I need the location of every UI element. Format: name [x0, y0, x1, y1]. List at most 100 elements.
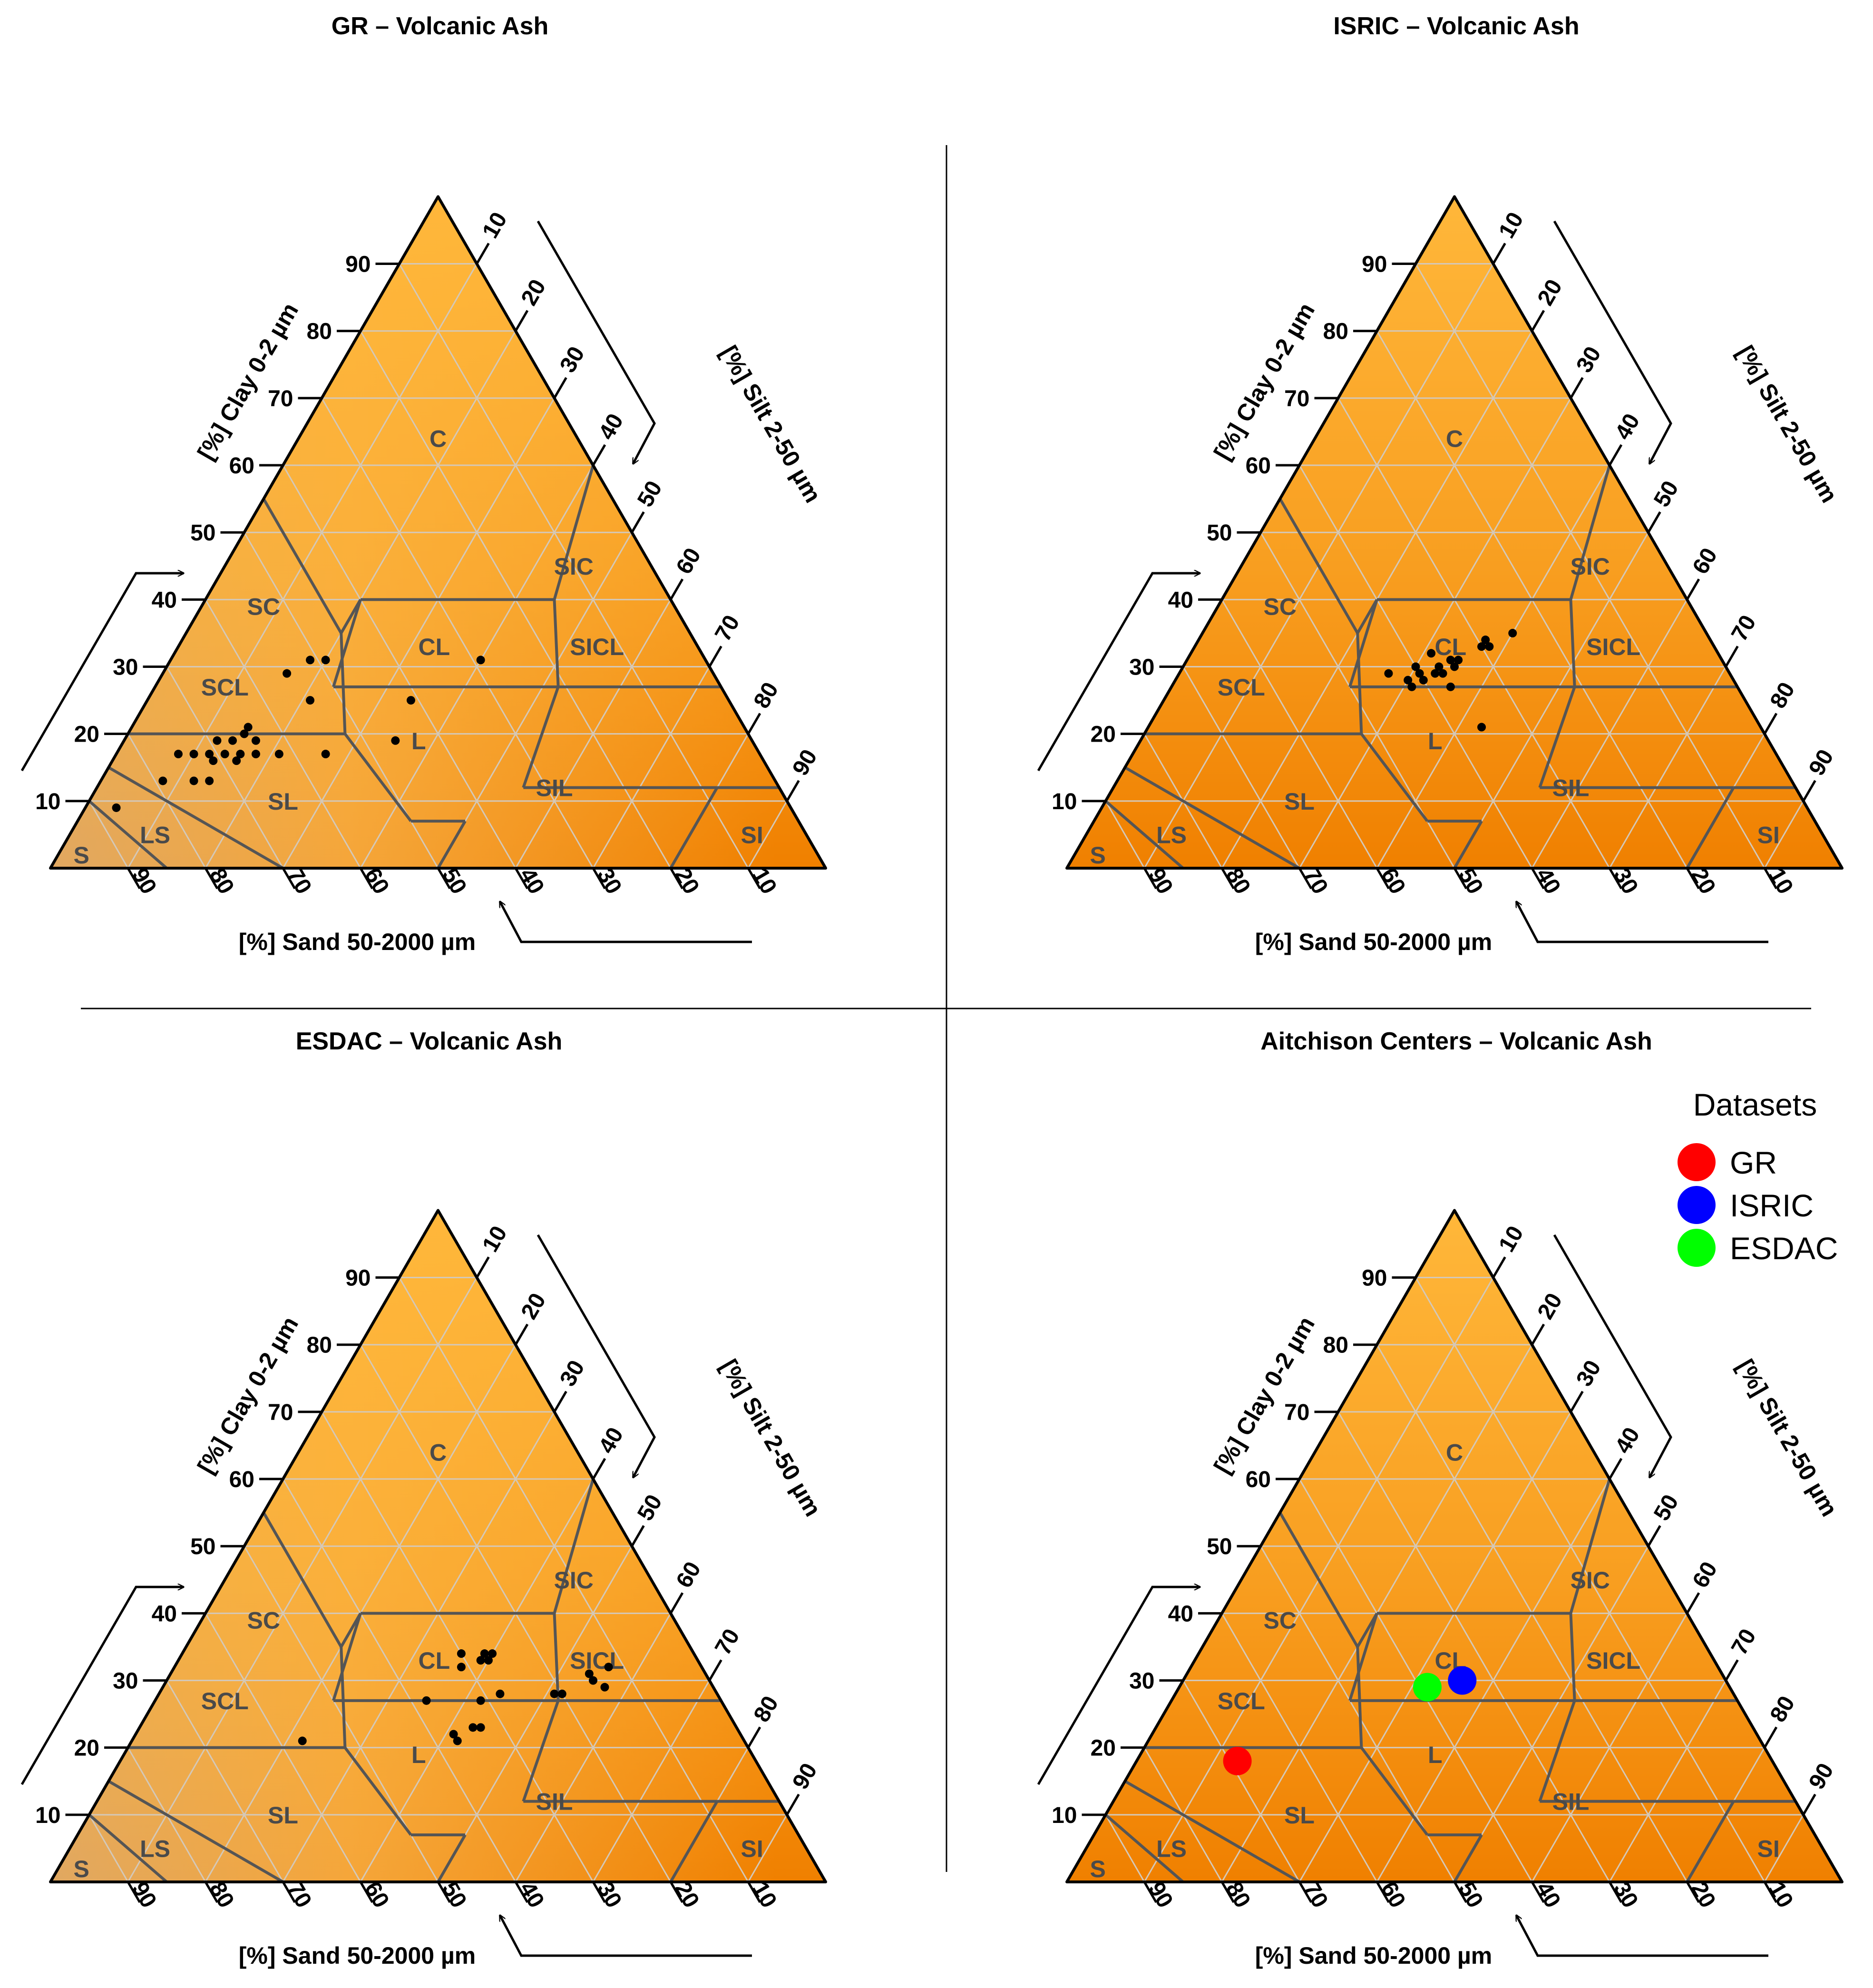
tick-label-clay: 70 — [268, 1400, 293, 1425]
grid-line-sand — [1105, 1814, 1145, 1882]
data-point — [112, 803, 121, 812]
tick-label-clay: 20 — [1091, 1736, 1116, 1761]
tick-label-clay: 80 — [307, 1333, 332, 1358]
tick-label-silt: 90 — [788, 745, 822, 780]
data-point — [240, 729, 249, 738]
class-label-sic: SIC — [554, 1567, 594, 1594]
data-point — [406, 696, 415, 705]
grid-line-silt — [592, 666, 710, 869]
tick-label-clay: 80 — [1323, 319, 1348, 344]
tick-label-silt: 50 — [1649, 1490, 1684, 1525]
tick-label-clay: 20 — [74, 722, 99, 747]
class-boundary-line — [1538, 1700, 1576, 1802]
tick-sand — [1298, 1881, 1313, 1903]
tick-silt — [786, 1793, 800, 1816]
tick-label-clay: 70 — [268, 386, 293, 411]
tick-sand — [1298, 867, 1313, 890]
tick-label-clay: 60 — [1246, 453, 1271, 479]
class-boundary-line — [340, 1646, 347, 1748]
tick-sand — [282, 867, 296, 890]
data-point — [1450, 662, 1459, 671]
tick-label-clay: 50 — [1207, 520, 1232, 546]
class-label-s: S — [1090, 1856, 1106, 1882]
data-point — [251, 736, 260, 745]
class-label-ls: LS — [140, 822, 170, 848]
class-boundary-line — [1104, 800, 1184, 870]
class-boundary-line — [522, 686, 560, 788]
class-boundary-line — [553, 599, 560, 687]
class-boundary-line — [669, 787, 719, 869]
class-label-scl: SCL — [201, 1688, 249, 1714]
tick-label-clay: 50 — [190, 1534, 215, 1559]
class-label-sc: SC — [1264, 593, 1297, 620]
data-point — [1384, 669, 1393, 678]
class-label-sicl: SICL — [570, 634, 624, 660]
grid-line-silt — [1609, 666, 1727, 869]
class-boundary-line — [332, 599, 362, 687]
data-point — [306, 656, 315, 665]
tick-label-silt: 80 — [749, 1692, 784, 1726]
axis-arrows — [20, 1234, 752, 1957]
tick-silt — [553, 1391, 567, 1413]
class-boundary-line — [669, 1801, 719, 1883]
class-label-sil: SIL — [536, 775, 573, 802]
grid-line-sand — [1182, 666, 1300, 869]
data-point — [244, 723, 253, 732]
tick-sand — [669, 867, 684, 890]
tick-silt — [1531, 1323, 1545, 1345]
tick-label-silt: 40 — [594, 410, 629, 444]
grid-line-silt — [437, 1546, 633, 1882]
legend: Datasets GR ISRIC ESDAC — [1678, 1087, 1838, 1267]
data-point — [205, 776, 214, 785]
grid-line-silt — [1298, 1411, 1571, 1882]
data-point — [484, 1656, 493, 1665]
tick-silt — [1647, 1525, 1661, 1547]
data-point — [1415, 669, 1424, 678]
tick-sand — [1453, 867, 1468, 890]
silt-axis-title: [%] Silt 2-50 µm — [1732, 341, 1843, 507]
grid-line-silt — [515, 599, 672, 869]
tick-label-clay: 70 — [1284, 386, 1309, 411]
tick-silt — [1802, 1793, 1816, 1816]
center-point-gr — [1223, 1746, 1252, 1775]
class-boundary-line — [437, 820, 467, 869]
tick-sand — [1763, 1881, 1778, 1903]
data-point — [306, 696, 315, 705]
data-point — [476, 1656, 485, 1665]
data-point — [158, 776, 167, 785]
class-label-c: C — [1446, 1440, 1463, 1466]
class-boundary-line — [1356, 633, 1363, 734]
data-point — [589, 1676, 597, 1685]
class-boundary-line — [1453, 820, 1483, 869]
axis-arrows — [1037, 220, 1768, 943]
tick-silt — [476, 1256, 490, 1278]
tick-sand — [514, 867, 529, 890]
class-label-ls: LS — [1156, 1835, 1187, 1862]
data-point — [557, 1689, 566, 1698]
class-label-scl: SCL — [1218, 1688, 1265, 1714]
data-point — [1485, 642, 1494, 651]
data-point — [1427, 649, 1436, 658]
class-label-si: SI — [741, 822, 763, 848]
tick-sand — [437, 867, 451, 890]
tick-silt — [476, 243, 490, 264]
class-label-sicl: SICL — [1586, 634, 1640, 660]
grid-line-sand — [1337, 398, 1610, 869]
grid-line-sand — [166, 666, 284, 869]
legend-label-esdac: ESDAC — [1730, 1231, 1838, 1266]
tick-label-clay: 60 — [229, 453, 254, 479]
panel-1: GR – Volcanic Ash C SIC SC CL SICL SCL L SIL SL LS… — [20, 12, 827, 955]
class-label-sic: SIC — [554, 553, 594, 580]
tick-silt — [553, 377, 567, 399]
data-point — [283, 669, 292, 678]
class-label-l: L — [411, 728, 426, 754]
tick-label-silt: 80 — [749, 678, 784, 713]
tick-silt — [1608, 1458, 1623, 1480]
class-boundary-line — [340, 633, 347, 734]
class-label-si: SI — [1757, 1835, 1780, 1862]
tick-sand — [359, 867, 374, 890]
tick-label-silt: 90 — [1804, 1759, 1839, 1794]
class-label-l: L — [1428, 728, 1443, 754]
data-point — [604, 1663, 613, 1672]
